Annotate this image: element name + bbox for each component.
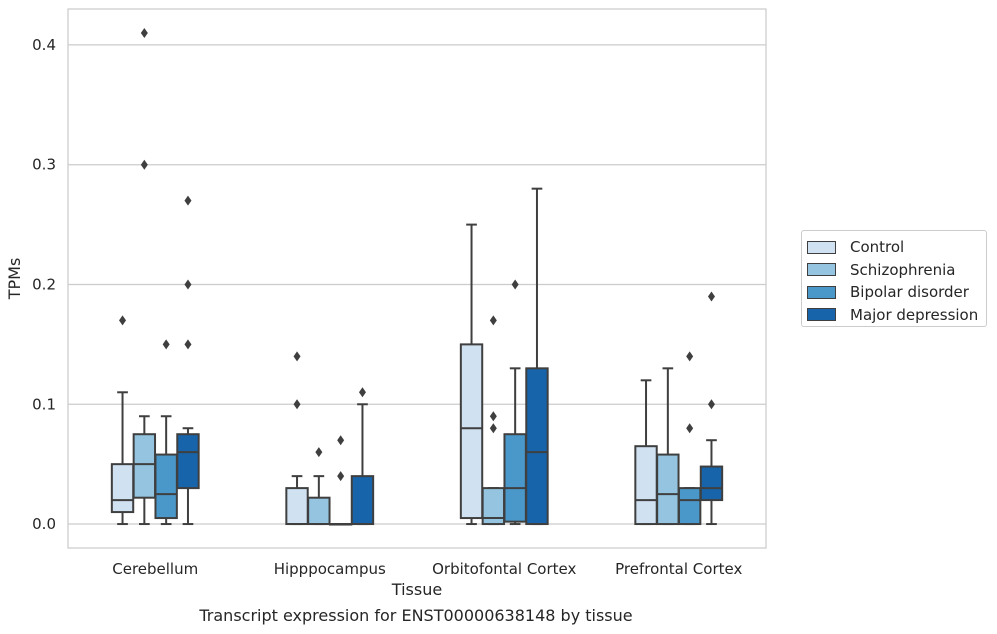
box-1-2 (481, 315, 506, 526)
box-iqr (154, 453, 178, 520)
box-iqr (176, 433, 200, 490)
x-tick-label: Hipppocampus (274, 560, 386, 578)
box-0-1 (285, 351, 309, 526)
grid-lines (68, 44, 766, 525)
outlier-point (686, 351, 694, 362)
legend-item: Bipolar disorder (807, 281, 986, 304)
y-tick-label: 0.0 (32, 515, 56, 533)
outlier-point (184, 339, 192, 350)
y-tick-label: 0.4 (32, 36, 56, 54)
legend-swatch (807, 240, 836, 254)
legend: Control Schizophrenia Bipolar disorder Majo… (801, 230, 987, 327)
outlier-point (358, 387, 366, 398)
box-1-0 (132, 27, 157, 526)
box-iqr (699, 465, 724, 502)
outlier-point (707, 399, 715, 410)
x-tick-label: Orbitofontal Cortex (432, 560, 576, 578)
y-tick-label: 0.3 (32, 156, 56, 174)
box-iqr (350, 475, 375, 526)
box-0-0 (110, 315, 135, 526)
outlier-point (162, 339, 170, 350)
box-2-1 (328, 435, 353, 526)
outlier-point (337, 471, 345, 482)
outlier-point (293, 351, 301, 362)
box-iqr (525, 367, 549, 526)
box-3-1 (350, 387, 375, 526)
box-iqr (110, 463, 135, 514)
outlier-point (707, 291, 715, 302)
axis-ticks: 0.0 0.1 0.2 0.3 0.4 Cerebellum Hipppocampus Orb… (32, 36, 742, 578)
box-0-3 (634, 379, 658, 526)
outlier-point (489, 423, 497, 434)
outlier-point (293, 399, 301, 410)
outlier-point (337, 435, 345, 446)
box-1-3 (656, 367, 680, 526)
box-iqr (677, 487, 702, 526)
box-iqr (132, 433, 157, 499)
plot-frame (67, 8, 767, 549)
box-2-2 (503, 279, 527, 526)
legend-item: Schizophrenia (807, 259, 986, 282)
outlier-point (315, 447, 323, 458)
legend-swatch (807, 263, 836, 277)
box-groups (110, 27, 724, 526)
outlier-point (511, 279, 519, 290)
y-axis-label: TPMs (5, 258, 24, 301)
y-tick-label: 0.2 (32, 275, 56, 293)
legend-item: Major depression (807, 304, 986, 327)
outlier-point (489, 315, 497, 326)
legend-label: Major depression (850, 305, 979, 324)
box-2-0 (154, 339, 178, 526)
legend-item: Control (807, 236, 986, 259)
legend-label: Bipolar disorder (850, 283, 969, 302)
outlier-point (489, 411, 497, 422)
x-tick-label: Cerebellum (112, 560, 198, 578)
box-iqr (634, 445, 658, 526)
box-iqr (459, 343, 484, 520)
figure-caption: Transcript expression for ENST0000063814… (199, 606, 633, 625)
legend-label: Schizophrenia (850, 260, 956, 279)
x-axis-label: Tissue (391, 580, 442, 599)
box-iqr (656, 453, 680, 526)
box-3-2 (525, 187, 549, 526)
box-0-2 (459, 223, 484, 526)
box-2-3 (677, 351, 702, 526)
outlier-point (140, 159, 148, 170)
box-iqr (285, 487, 309, 526)
outlier-point (686, 423, 694, 434)
box-iqr (503, 433, 527, 523)
box-3-3 (699, 291, 724, 526)
box-1-1 (307, 447, 331, 526)
outlier-point (184, 279, 192, 290)
box-3-0 (176, 195, 200, 526)
outlier-point (184, 195, 192, 206)
legend-swatch (807, 285, 836, 299)
legend-swatch (807, 308, 836, 322)
box-iqr (307, 496, 331, 526)
legend-label: Control (850, 238, 905, 257)
x-tick-label: Prefrontal Cortex (615, 560, 742, 578)
y-tick-label: 0.1 (32, 395, 56, 413)
outlier-point (140, 27, 148, 38)
outlier-point (119, 315, 127, 326)
